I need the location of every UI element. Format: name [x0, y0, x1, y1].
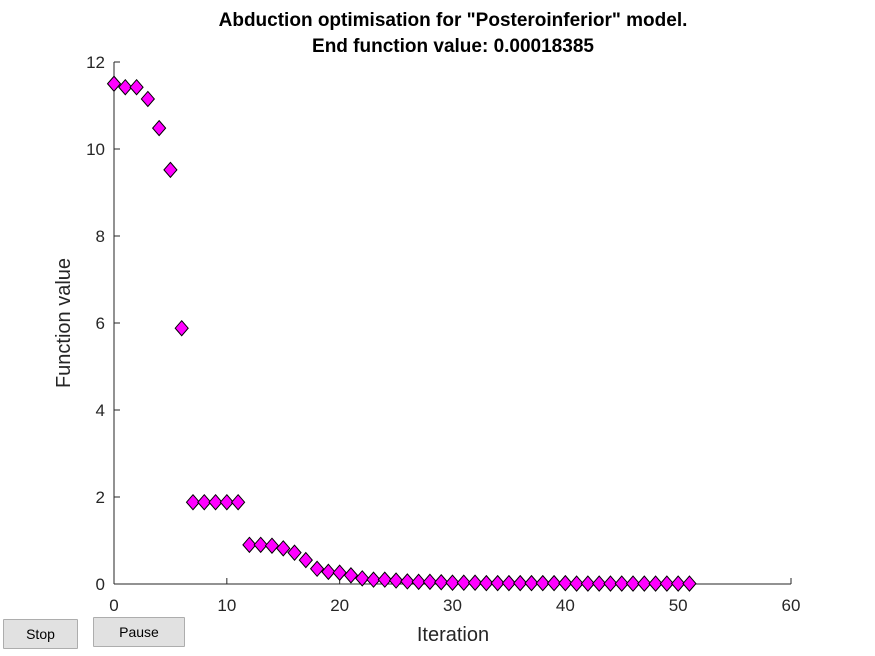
y-tick-label: 4 [96, 401, 105, 420]
x-tick-label: 10 [217, 596, 236, 615]
data-point [467, 574, 483, 591]
x-tick-label: 0 [109, 596, 118, 615]
x-tick-label: 40 [556, 596, 575, 615]
x-tick-label: 30 [443, 596, 462, 615]
data-point [174, 319, 189, 337]
x-tick-label: 50 [669, 596, 688, 615]
data-point [377, 571, 392, 588]
data-point [682, 575, 697, 592]
pause-button[interactable]: Pause [93, 617, 185, 647]
chart-title: Abduction optimisation for "Posteroinfer… [219, 10, 688, 31]
data-point [298, 551, 313, 569]
y-tick-label: 10 [86, 140, 105, 159]
data-points [106, 75, 697, 592]
data-point [422, 573, 438, 591]
data-point [659, 575, 675, 592]
x-tick-label: 60 [782, 596, 801, 615]
data-point [129, 78, 144, 96]
data-point [524, 574, 539, 592]
data-point [343, 567, 359, 584]
data-point [558, 574, 573, 592]
data-point [434, 573, 449, 591]
data-point [185, 493, 201, 511]
data-point [230, 493, 246, 511]
data-point [140, 90, 156, 108]
data-point [580, 575, 596, 592]
data-point [388, 572, 404, 589]
data-point [490, 574, 505, 592]
data-point [671, 575, 686, 592]
data-point [445, 574, 460, 591]
data-point [118, 78, 133, 96]
data-point [456, 574, 471, 591]
data-point [366, 571, 381, 588]
ticks: 0 10 20 30 40 50 60 0 2 4 6 8 10 12 [86, 53, 800, 615]
data-point [197, 493, 212, 511]
data-point [287, 544, 302, 561]
y-axis-label: Function value [53, 258, 75, 388]
data-point [592, 575, 607, 592]
data-point [332, 564, 347, 581]
data-point [219, 493, 234, 511]
y-tick-label: 8 [96, 227, 105, 246]
data-point [625, 575, 641, 592]
y-tick-label: 2 [96, 488, 105, 507]
data-point [479, 574, 494, 592]
data-point [648, 575, 663, 592]
y-tick-label: 0 [96, 575, 105, 594]
data-point [321, 563, 336, 581]
x-tick-label: 20 [330, 596, 349, 615]
data-point [603, 575, 618, 592]
data-point [208, 493, 223, 511]
data-point [614, 575, 629, 592]
data-point [163, 161, 178, 179]
data-point [411, 573, 426, 591]
data-point [106, 75, 122, 93]
data-point [276, 540, 291, 557]
y-tick-label: 12 [86, 53, 105, 72]
chart-subtitle: End function value: 0.00018385 [312, 36, 594, 57]
data-point [637, 575, 652, 592]
data-point [309, 560, 325, 578]
data-point [546, 574, 562, 592]
data-point [535, 574, 550, 592]
data-point [355, 570, 370, 587]
data-point [242, 536, 257, 554]
data-point [569, 575, 584, 592]
data-point [264, 537, 280, 554]
data-point [501, 574, 517, 592]
data-point [513, 574, 528, 592]
x-axis-label: Iteration [417, 624, 489, 646]
data-point [400, 573, 415, 590]
data-point [253, 536, 268, 554]
data-point [151, 119, 167, 137]
y-tick-label: 6 [96, 314, 105, 333]
stop-button[interactable]: Stop [3, 619, 78, 649]
